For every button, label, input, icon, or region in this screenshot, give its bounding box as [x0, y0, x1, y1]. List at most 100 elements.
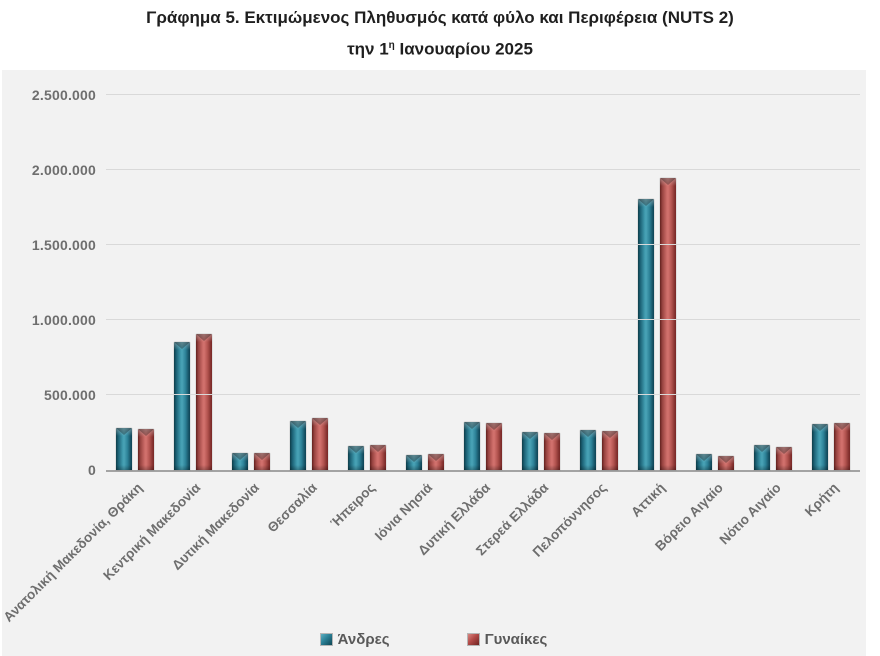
- bar-women: [660, 178, 676, 470]
- bar-top-bevel: [406, 455, 422, 463]
- bar-top-bevel: [718, 455, 734, 463]
- bar-men: [696, 454, 712, 470]
- bar-men: [116, 428, 132, 470]
- bar-women: [428, 454, 444, 470]
- chart-title-line1: Γράφημα 5. Εκτιμώμενος Πληθυσμός κατά φύ…: [146, 8, 734, 27]
- bar-group: Κρήτη: [802, 95, 860, 519]
- bar-men: [406, 455, 422, 470]
- bar-group: Βόρειο Αιγαίο: [652, 95, 744, 554]
- x-axis-label: Ιόνια Νησιά: [372, 480, 436, 544]
- bar-top-bevel: [754, 444, 770, 452]
- legend-marker-men-icon: [320, 633, 332, 645]
- bar-top-bevel: [116, 428, 132, 436]
- y-tick-label: 1.000.000: [31, 312, 96, 328]
- x-axis-label: Αττική: [627, 480, 668, 520]
- gridline: [106, 94, 860, 95]
- bar-top-bevel: [486, 423, 502, 431]
- bar-pair: [812, 95, 850, 471]
- bar-top-bevel: [196, 334, 212, 342]
- bar-pair: [464, 95, 502, 470]
- bar-group: Ήπειρος: [327, 95, 396, 530]
- bar-women: [370, 445, 386, 470]
- bar-top-bevel: [638, 198, 654, 206]
- chart-title: Γράφημα 5. Εκτιμώμενος Πληθυσμός κατά φύ…: [0, 4, 880, 64]
- bar-women: [718, 455, 734, 471]
- bar-group: Πελοπόννησος: [530, 95, 628, 560]
- bar-top-bevel: [522, 431, 538, 439]
- bar-men: [812, 424, 828, 470]
- plot-groups: Ανατολική Μακεδονία, Θράκη Κεντρική Μακεδ…: [1, 95, 860, 625]
- bar-men: [580, 430, 596, 470]
- bar-top-bevel: [428, 454, 444, 462]
- bar-group: Αττική: [628, 95, 686, 520]
- chart-title-line2-superscript: η: [388, 40, 395, 51]
- bar-men: [290, 420, 306, 470]
- x-axis-label: Ήπειρος: [327, 480, 378, 531]
- bar-men: [638, 198, 654, 470]
- gridline: [106, 244, 860, 245]
- bar-top-bevel: [312, 418, 328, 426]
- bar-pair: [696, 95, 734, 471]
- gridline: [106, 169, 860, 170]
- bar-group: Δυτική Ελλάδα: [415, 95, 512, 558]
- gridline: [106, 394, 860, 395]
- bar-pair: [522, 95, 560, 471]
- bar-men: [522, 431, 538, 471]
- bar-group: Δυτική Μακεδονία: [169, 95, 280, 573]
- bar-pair: [406, 95, 444, 470]
- bar-group: Νότιο Αιγαίο: [716, 95, 802, 547]
- bar-women: [486, 423, 502, 470]
- chart-canvas: 0 500.000 1.000.000 1.500.000 2.000.000 2.500…: [1, 70, 866, 656]
- y-tick-label: 2.500.000: [31, 87, 96, 103]
- bar-top-bevel: [174, 342, 190, 350]
- bar-men: [174, 342, 190, 470]
- bar-women: [312, 418, 328, 470]
- bar-pair: [232, 95, 270, 471]
- y-tick-label: 1.500.000: [31, 237, 96, 253]
- bar-pair: [116, 95, 154, 471]
- legend: Άνδρες Γυναίκες: [2, 628, 866, 650]
- bar-top-bevel: [138, 428, 154, 436]
- bar-top-bevel: [544, 432, 560, 440]
- bar-top-bevel: [602, 430, 618, 438]
- chart-title-line2-suffix: Ιανουαρίου 2025: [394, 39, 533, 59]
- bar-men: [232, 452, 248, 471]
- bar-pair: [290, 95, 328, 470]
- bar-women: [138, 428, 154, 471]
- bar-pair: [348, 95, 386, 470]
- bar-women: [834, 422, 850, 471]
- bar-top-bevel: [812, 424, 828, 432]
- x-axis-label: Κεντρική Μακεδονία: [100, 480, 204, 584]
- bar-women: [602, 430, 618, 471]
- y-tick-label: 0: [88, 462, 96, 478]
- legend-label-men: Άνδρες: [337, 630, 390, 648]
- bar-women: [776, 446, 792, 471]
- bar-group: Ιόνια Νησιά: [372, 95, 454, 543]
- bar-women: [544, 432, 560, 470]
- legend-item-men: Άνδρες: [320, 630, 390, 648]
- bar-group: Στερεά Ελλάδα: [473, 95, 570, 558]
- bar-pair: [754, 95, 792, 471]
- legend-item-women: Γυναίκες: [467, 630, 548, 648]
- gridline: [106, 319, 860, 320]
- legend-label-women: Γυναίκες: [484, 630, 548, 648]
- y-axis: 0 500.000 1.000.000 1.500.000 2.000.000 2.500…: [2, 87, 100, 478]
- bar-top-bevel: [660, 178, 676, 186]
- bar-pair: [638, 95, 676, 470]
- bar-top-bevel: [232, 452, 248, 460]
- bar-pair: [580, 95, 618, 471]
- bar-men: [754, 444, 770, 471]
- chart-title-line2: την 1η Ιανουαρίου 2025: [0, 32, 880, 64]
- x-axis-label: Κρήτη: [802, 480, 842, 520]
- bar-top-bevel: [776, 446, 792, 454]
- bar-women: [254, 453, 270, 470]
- chart-title-line2-prefix: την 1: [347, 39, 389, 59]
- legend-marker-women-icon: [467, 633, 479, 645]
- bar-top-bevel: [290, 420, 306, 428]
- bar-top-bevel: [348, 446, 364, 454]
- x-axis-label: Θεσσαλία: [264, 480, 320, 536]
- y-tick-label: 500.000: [43, 387, 96, 403]
- plot-area: Ανατολική Μακεδονία, Θράκη Κεντρική Μακεδ…: [1, 94, 860, 625]
- bar-top-bevel: [254, 453, 270, 461]
- bar-group: Ανατολική Μακεδονία, Θράκη: [1, 95, 164, 625]
